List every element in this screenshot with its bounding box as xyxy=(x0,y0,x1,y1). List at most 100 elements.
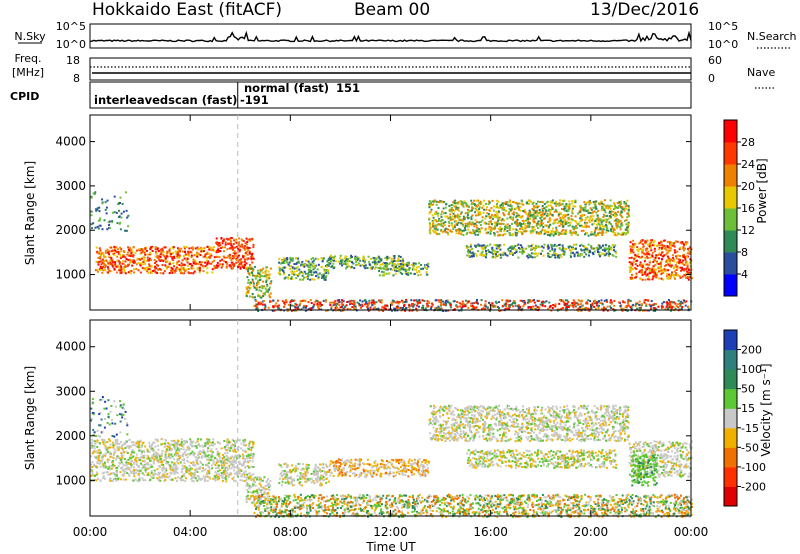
power-echo-cell xyxy=(563,251,566,254)
power-echo-cell xyxy=(440,224,443,227)
power-echo-cell xyxy=(249,267,252,270)
power-echo-cell xyxy=(362,259,365,262)
power-echo-cell xyxy=(536,212,539,214)
power-echo-cell xyxy=(303,304,305,307)
power-echo-cell xyxy=(94,191,97,194)
power-echo-cell xyxy=(534,253,537,255)
power-echo-cell xyxy=(579,224,581,227)
power-echo-cell xyxy=(597,209,600,212)
power-echo-cell xyxy=(689,246,692,249)
velocity-echo-cell xyxy=(186,469,189,472)
power-echo-cell xyxy=(269,292,272,295)
power-echo-cell xyxy=(144,248,147,250)
power-echo-cell xyxy=(415,268,418,271)
power-echo-cell xyxy=(176,267,179,270)
power-echo-cell xyxy=(599,254,602,257)
power-echo-cell xyxy=(504,301,507,304)
power-echo-cell xyxy=(651,244,654,247)
power-echo-cell xyxy=(551,213,554,216)
power-echo-cell xyxy=(455,304,458,307)
power-echo-cell xyxy=(109,259,112,262)
power-echo-cell xyxy=(465,233,468,236)
power-echo-cell xyxy=(521,227,524,230)
power-echo-cell xyxy=(628,257,631,260)
power-echo-cell xyxy=(651,254,654,257)
power-echo-cell xyxy=(596,304,599,307)
power-echo-cell xyxy=(489,251,492,254)
power-echo-cell xyxy=(658,270,660,273)
power-echo-cell xyxy=(279,273,282,276)
power-echo-cell xyxy=(657,267,660,270)
power-echo-cell xyxy=(266,266,269,269)
power-echo-cell xyxy=(627,300,630,303)
velocity-echo-cell xyxy=(97,457,100,460)
power-echo-cell xyxy=(240,261,243,264)
power-echo-cell xyxy=(617,232,620,235)
power-echo-cell xyxy=(619,228,622,231)
velocity-echo-cell xyxy=(179,478,182,481)
power-echo-cell xyxy=(95,269,98,272)
power-echo-cell xyxy=(238,244,241,247)
power-echo-cell xyxy=(668,264,671,267)
power-echo-cell xyxy=(661,245,664,248)
power-echo-cell xyxy=(391,262,394,265)
power-echo-cell xyxy=(555,202,558,205)
power-echo-cell xyxy=(141,257,143,260)
power-echo-cell xyxy=(378,309,381,312)
power-echo-cell xyxy=(556,308,559,311)
power-echo-cell xyxy=(538,209,541,211)
power-echo-cell xyxy=(624,219,626,222)
power-echo-cell xyxy=(531,214,534,217)
power-echo-cell xyxy=(683,243,686,246)
power-echo-cell xyxy=(477,243,480,246)
power-echo-cell xyxy=(245,243,248,246)
power-echo-cell xyxy=(430,302,433,305)
power-echo-cell xyxy=(512,300,515,302)
velocity-echo-cell xyxy=(222,454,225,456)
power-echo-cell xyxy=(254,305,257,308)
power-echo-cell xyxy=(580,303,582,306)
power-echo-cell xyxy=(259,275,262,278)
power-echo-cell xyxy=(236,256,239,259)
power-echo-cell xyxy=(96,268,99,271)
power-echo-cell xyxy=(429,210,432,213)
power-echo-cell xyxy=(118,250,121,253)
power-echo-cell xyxy=(98,210,101,213)
power-echo-cell xyxy=(570,256,572,258)
power-echo-cell xyxy=(641,266,644,269)
velocity-echo-cell xyxy=(141,460,144,463)
power-echo-cell xyxy=(206,251,209,254)
velocity-echo-cell xyxy=(161,452,164,455)
power-echo-cell xyxy=(519,244,522,247)
power-echo-cell xyxy=(346,265,349,268)
power-echo-cell xyxy=(400,299,403,302)
power-echo-cell xyxy=(241,265,244,268)
power-echo-cell xyxy=(228,247,231,250)
power-echo-cell xyxy=(458,209,461,212)
power-echo-cell xyxy=(258,289,261,292)
power-echo-cell xyxy=(497,215,499,218)
power-echo-cell xyxy=(217,247,220,250)
power-echo-cell xyxy=(684,276,687,279)
power-echo-cell xyxy=(612,244,615,246)
power-echo-cell xyxy=(686,275,689,278)
power-echo-cell xyxy=(440,200,443,203)
power-echo-cell xyxy=(233,250,236,253)
power-echo-cell xyxy=(613,299,616,302)
power-echo-cell xyxy=(646,252,649,254)
velocity-echo-cell xyxy=(166,462,169,465)
power-echo-cell xyxy=(593,233,595,236)
power-echo-cell xyxy=(511,303,514,306)
power-echo-cell xyxy=(305,264,308,267)
power-echo-cell xyxy=(673,249,676,252)
power-echo-cell xyxy=(594,229,597,232)
power-echo-cell xyxy=(256,303,259,306)
velocity-echo-cell xyxy=(99,448,102,451)
power-echo-cell xyxy=(640,239,643,242)
power-echo-cell xyxy=(458,206,460,209)
power-echo-cell xyxy=(619,211,622,214)
power-echo-cell xyxy=(439,220,442,223)
power-echo-cell xyxy=(347,300,350,303)
power-echo-cell xyxy=(535,232,538,235)
power-echo-cell xyxy=(417,274,420,277)
